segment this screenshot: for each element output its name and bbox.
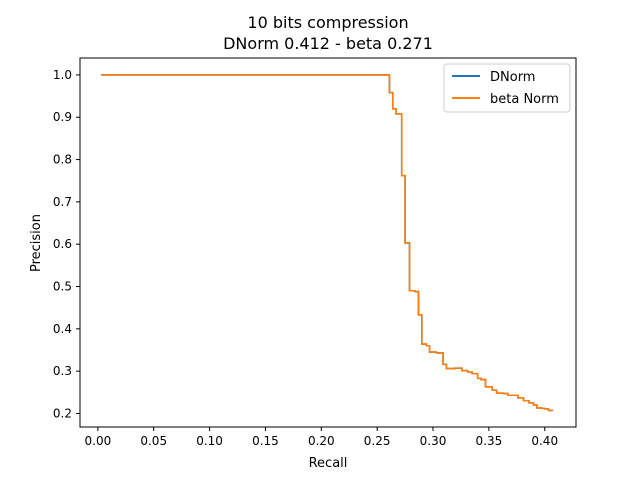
chart-title: 10 bits compression	[247, 13, 408, 32]
series-line-beta-norm	[101, 74, 554, 412]
y-tick-label: 0.9	[53, 110, 72, 124]
legend-label-beta-norm: beta Norm	[490, 92, 559, 107]
y-tick-label: 0.6	[53, 237, 72, 251]
x-tick-label: 0.05	[140, 434, 167, 448]
x-tick-label: 0.20	[308, 434, 335, 448]
y-tick-label: 0.2	[53, 406, 72, 420]
x-tick-label: 0.40	[531, 434, 558, 448]
y-tick-label: 0.5	[53, 280, 72, 294]
x-tick-label: 0.10	[196, 434, 223, 448]
legend: DNorm beta Norm	[443, 63, 571, 113]
x-axis-ticks: 0.00 0.05 0.10 0.15 0.20 0.25 0.30 0.35 0.40	[85, 427, 558, 448]
x-tick-label: 0.00	[85, 434, 112, 448]
x-axis-label: Recall	[309, 456, 348, 471]
y-tick-label: 0.3	[53, 364, 72, 378]
y-tick-label: 0.7	[53, 195, 72, 209]
y-tick-label: 0.8	[53, 153, 72, 167]
legend-label-dnorm: DNorm	[490, 70, 535, 85]
y-tick-label: 1.0	[53, 68, 72, 82]
x-tick-label: 0.15	[252, 434, 279, 448]
y-axis-label: Precision	[29, 214, 44, 272]
x-tick-label: 0.35	[476, 434, 503, 448]
chart-subtitle: DNorm 0.412 - beta 0.271	[223, 34, 433, 53]
x-tick-label: 0.30	[420, 434, 447, 448]
y-axis-ticks: 0.2 0.3 0.4 0.5 0.6 0.7 0.8 0.9 1.0	[53, 68, 80, 420]
y-tick-label: 0.4	[53, 322, 72, 336]
x-tick-label: 0.25	[364, 434, 391, 448]
plot-frame	[79, 57, 577, 428]
plot-series-group	[101, 74, 554, 412]
